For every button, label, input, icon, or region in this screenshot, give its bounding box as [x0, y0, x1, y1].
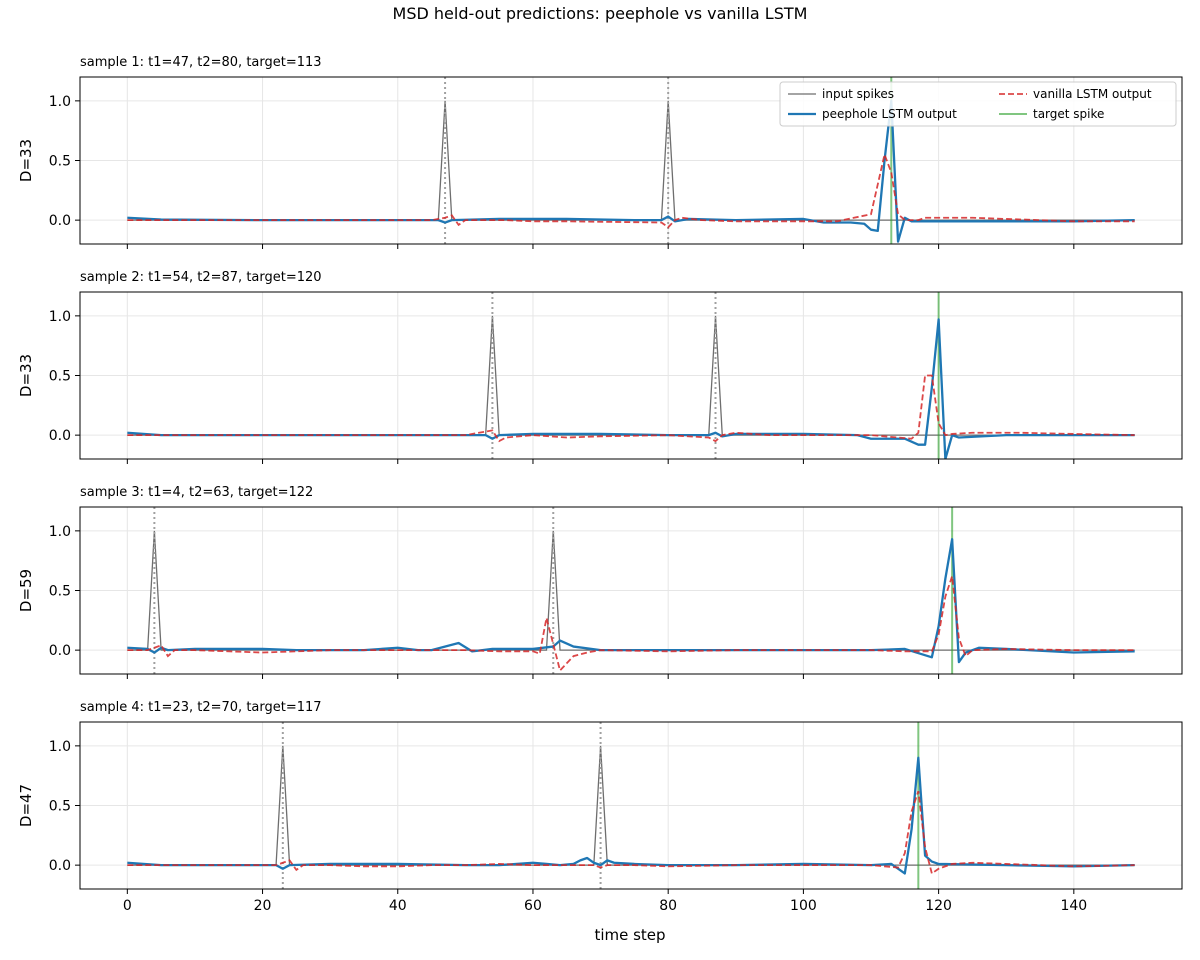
y-tick-label: 0.5 — [49, 369, 71, 385]
panel-title: sample 2: t1=54, t2=87, target=120 — [80, 270, 322, 285]
y-tick-label: 1.0 — [49, 309, 71, 325]
vanilla-series-line — [127, 790, 1135, 875]
panel-title: sample 4: t1=23, t2=70, target=117 — [80, 700, 322, 715]
peephole-series-line — [127, 318, 1135, 459]
panel-title: sample 1: t1=47, t2=80, target=113 — [80, 55, 322, 70]
legend-box — [779, 81, 1177, 127]
panel-2: 0.0 0.5 1.0 sample 2: t1=54, t2=87, target=… — [17, 270, 1183, 464]
y-tick-label: 0.0 — [49, 643, 71, 659]
y-tick-label: 0.0 — [49, 858, 71, 874]
panel-1: 0.0 0.5 1.0 sample 1: t1=47, t2=80, target=… — [17, 55, 1183, 249]
legend-input-spikes-label: input spikes — [822, 87, 894, 101]
peephole-series-line — [127, 756, 1135, 875]
x-axis-label: time step — [594, 926, 665, 944]
legend-target-label: target spike — [1033, 107, 1104, 121]
y-tick-label: 0.5 — [49, 799, 71, 815]
vanilla-series-line — [127, 151, 1135, 229]
panel-title: sample 3: t1=4, t2=63, target=122 — [80, 485, 313, 500]
peephole-series-line — [127, 538, 1135, 664]
y-axis-label: D=47 — [17, 784, 35, 827]
y-tick-label: 1.0 — [49, 524, 71, 540]
x-tick-label: 0 — [123, 898, 132, 914]
y-axis-label: D=33 — [17, 139, 35, 182]
y-tick-label: 1.0 — [49, 739, 71, 755]
plot-area — [127, 292, 1135, 459]
figure-title: MSD held-out predictions: peephole vs va… — [393, 4, 808, 23]
vanilla-series-line — [127, 575, 1135, 673]
peephole-series-line — [127, 99, 1135, 243]
plot-area — [127, 722, 1135, 889]
legend-vanilla-label: vanilla LSTM output — [1033, 87, 1152, 101]
plot-area — [127, 77, 1135, 244]
x-tick-label: 140 — [1060, 898, 1087, 914]
y-tick-label: 0.0 — [49, 213, 71, 229]
x-tick-label: 100 — [790, 898, 817, 914]
x-tick-label: 40 — [389, 898, 407, 914]
x-tick-label: 80 — [659, 898, 677, 914]
panel-3: 0.0 0.5 1.0 sample 3: t1=4, t2=63, target=1… — [17, 485, 1183, 679]
plot-area — [127, 507, 1135, 674]
input-spikes-line — [127, 100, 1135, 221]
y-tick-label: 1.0 — [49, 94, 71, 110]
y-axis-label: D=33 — [17, 354, 35, 397]
x-tick-label: 60 — [524, 898, 542, 914]
x-tick-label: 120 — [925, 898, 952, 914]
x-tick-label: 20 — [254, 898, 272, 914]
legend-peephole-label: peephole LSTM output — [822, 107, 957, 121]
y-tick-label: 0.5 — [49, 154, 71, 170]
panels: 0.0 0.5 1.0 sample 1: t1=47, t2=80, target=… — [17, 55, 1183, 914]
panel-4: 0.0 0.5 1.0 0 20 40 60 80 100 120 140 sample 4: t1=… — [17, 700, 1183, 914]
vanilla-series-line — [127, 374, 1135, 443]
y-axis-label: D=59 — [17, 569, 35, 612]
legend: input spikes vanilla LSTM output peephole … — [779, 81, 1177, 127]
y-tick-label: 0.0 — [49, 428, 71, 444]
y-tick-label: 0.5 — [49, 584, 71, 600]
